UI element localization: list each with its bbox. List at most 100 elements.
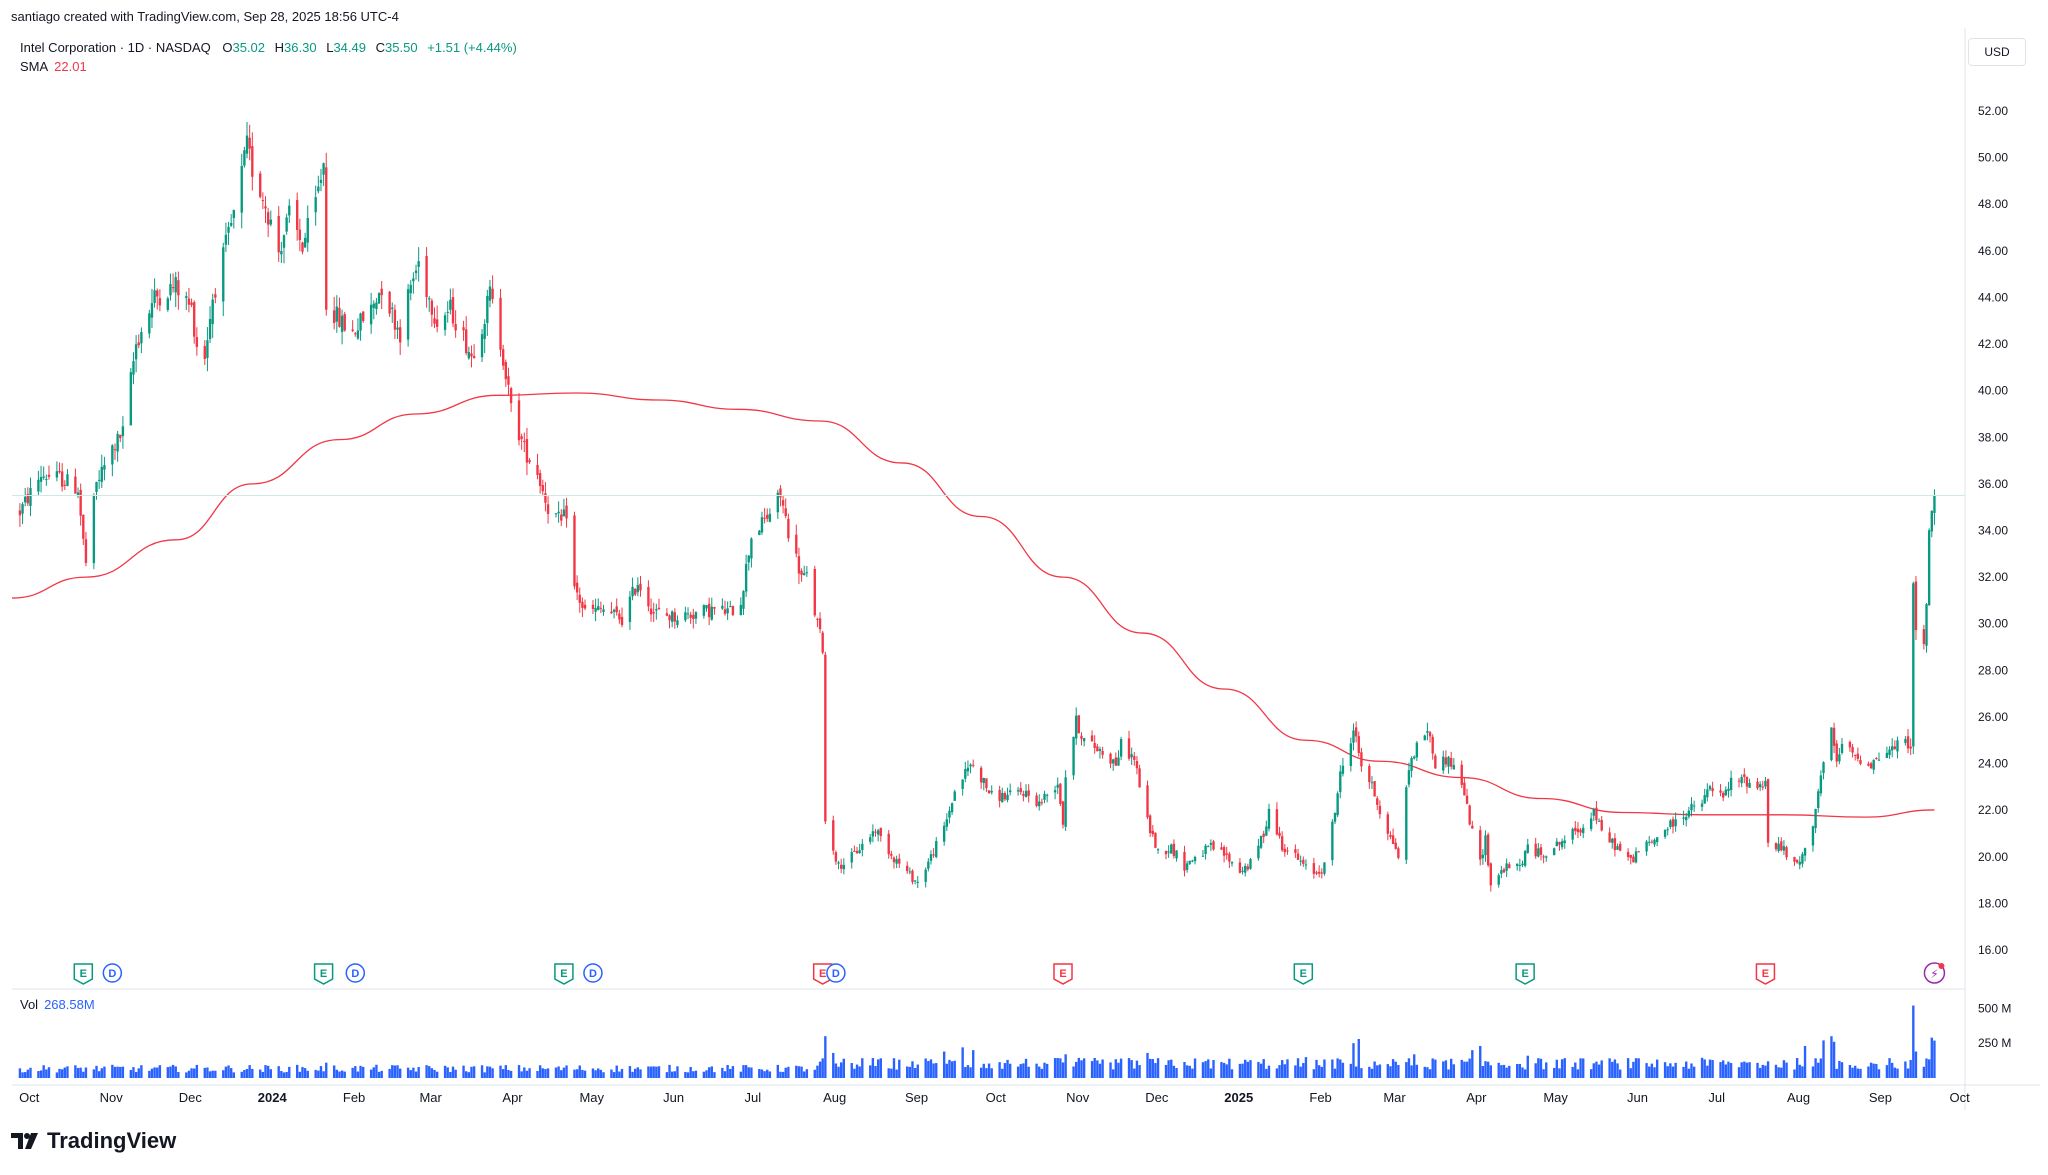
candle [1431,734,1434,760]
candle [39,465,43,493]
volume-bar [1315,1059,1318,1078]
tradingview-logo-icon [11,1133,38,1149]
candle [412,272,415,294]
volume-bar [1249,1060,1252,1078]
candle [729,600,732,608]
dividend-event-marker[interactable]: D [102,963,123,983]
volume-bar [1481,1066,1485,1078]
volume-bar [1582,1058,1585,1078]
volume-bar [950,1061,954,1078]
earnings-event-marker[interactable]: E [1515,963,1535,985]
volume-bar [95,1065,98,1078]
candle [612,608,616,619]
volume-bar [1019,1064,1022,1078]
candle [1006,787,1009,803]
dividend-event-marker[interactable]: D [345,963,366,983]
time-tick-label: 2025 [1224,1090,1253,1105]
volume-bar [729,1068,732,1078]
candle [1888,746,1891,759]
earnings-event-marker[interactable]: E [1053,963,1073,985]
dividend-event-marker[interactable]: D [826,963,846,983]
candle [1280,831,1284,852]
symbol-name[interactable]: Intel Corporation · 1D · NASDAQ [20,40,211,55]
price-tick-label: 24.00 [1978,757,2008,771]
time-axis[interactable]: Oct Nov Dec 2024 Feb Mar Apr May Jun Jul Aug Sep Oct… [19,1090,1970,1105]
candle [134,335,138,373]
volume-bar [657,1066,661,1078]
volume-bar [618,1071,621,1078]
candle [1114,752,1118,766]
volume-bar [1890,1062,1894,1078]
candle [1869,761,1873,770]
candle [726,601,729,620]
volume-bar [1508,1065,1511,1078]
volume-bar [1703,1059,1706,1078]
volume-bar [676,1066,679,1078]
volume-bar [351,1067,354,1078]
currency-button[interactable]: USD [1968,38,2026,66]
candle [713,606,716,615]
earnings-event-marker[interactable]: E [554,963,574,985]
candle [750,537,753,568]
candle [1259,835,1263,850]
volume-bar [1259,1063,1263,1078]
tradingview-logo[interactable]: TradingView [11,1126,176,1156]
symbol-legend[interactable]: Intel Corporation · 1D · NASDAQ O35.02 H… [20,40,517,55]
price-axis[interactable]: 52.00 50.00 48.00 46.00 44.00 42.00 40.00 38.00… [1978,104,2008,957]
candle [1545,855,1548,862]
candle [668,614,671,629]
candle [1230,861,1234,867]
volume-bar [1354,1066,1358,1078]
volume-bar [301,1067,304,1078]
volume-bar [694,1070,698,1078]
candle [375,297,378,315]
volume-bar [560,1070,563,1078]
dividend-event-marker[interactable]: D [583,963,603,983]
candle [1391,828,1395,845]
volume-bar [631,1071,634,1078]
volume-bar [1447,1069,1450,1078]
candle [1320,868,1323,879]
volume-bar [129,1069,133,1078]
candle [261,192,265,210]
candle [1571,827,1574,845]
earnings-event-marker[interactable]: E [73,963,94,985]
candle [1835,740,1838,768]
volume-legend[interactable]: Vol 268.58M [20,997,95,1012]
candle [1294,844,1297,858]
candle [351,320,354,333]
candle [362,311,365,323]
volume-bar [1222,1062,1226,1078]
candle [803,565,806,576]
candle [990,785,993,795]
earnings-event-marker[interactable]: E [1755,963,1776,985]
candle [507,367,510,396]
candle [1053,785,1057,800]
volume-bar [1331,1059,1334,1078]
earnings-event-marker[interactable]: E [1293,963,1314,985]
candle [356,318,360,340]
flash-event-marker[interactable]: ⚡ [1923,962,1946,984]
event-markers[interactable]: E D E D E D E D E E E E ⚡ [73,962,1946,985]
volume-bar [723,1071,727,1078]
candle [377,292,381,305]
candle [430,298,434,327]
candle [1405,785,1408,865]
candle [707,597,711,626]
volume-bar [1209,1068,1213,1078]
candle [1022,790,1025,802]
candle [1138,764,1141,788]
earnings-event-marker[interactable]: E [313,963,334,985]
candle [744,554,748,598]
candle [631,577,634,601]
volume-bar [1729,1063,1733,1078]
candle [1518,858,1522,872]
volume-bar [517,1065,521,1078]
candle [37,470,40,497]
candle [1780,837,1783,852]
sma-legend[interactable]: SMA 22.01 [20,59,87,74]
candle [876,828,880,842]
volume-axis[interactable]: 500 M 250 M [1978,1001,2011,1050]
price-tick-label: 50.00 [1978,151,2008,165]
